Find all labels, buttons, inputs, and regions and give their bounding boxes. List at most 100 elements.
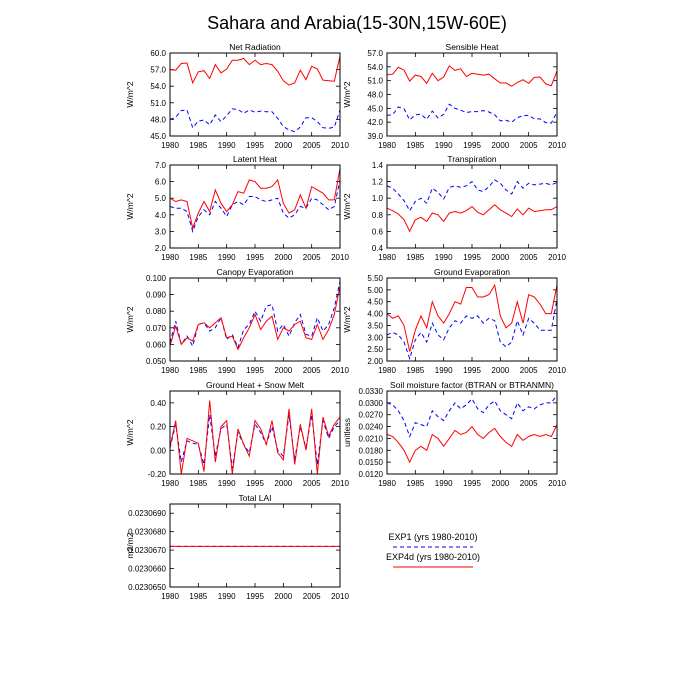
panel-title: Net Radiation [229, 42, 281, 52]
x-tick-label: 1990 [435, 141, 453, 150]
y-tick-label: 54.0 [150, 82, 166, 91]
y-tick-label: 42.0 [367, 118, 383, 127]
x-tick-label: 1980 [161, 479, 179, 488]
y-tick-label: 0.0270 [359, 411, 384, 420]
series-line-exp4d [169, 400, 341, 475]
panel-title: Soil moisture factor (BTRAN or BTRANMN) [390, 380, 554, 390]
y-axis-label: W/m^2 [125, 193, 135, 219]
x-tick-label: 2000 [274, 141, 292, 150]
x-tick-label: 1985 [406, 479, 424, 488]
y-tick-label: 5.50 [367, 274, 383, 283]
y-tick-label: 2.00 [367, 357, 383, 366]
x-tick-label: 2010 [331, 253, 349, 262]
x-tick-label: 1985 [189, 592, 207, 601]
x-tick-label: 1990 [435, 366, 453, 375]
x-tick-label: 2000 [274, 592, 292, 601]
y-tick-label: 0.050 [146, 357, 167, 366]
plot-frame [386, 164, 558, 249]
x-tick-label: 1995 [246, 366, 264, 375]
x-tick-label: 1980 [378, 141, 396, 150]
y-tick-label: 45.0 [367, 104, 383, 113]
panel-1: Net Radiation W/m^2 45.0 48.0 51.0 54.0 57.0 60… [125, 42, 349, 150]
plot-frame [169, 503, 341, 588]
y-tick-label: 51.0 [367, 77, 383, 86]
series-line-exp4d [386, 65, 558, 87]
panel-5: Canopy Evaporation W/m^2 0.050 0.060 0.070 0.… [125, 267, 349, 375]
y-tick-label: 60.0 [150, 49, 166, 58]
series-line-exp1 [386, 103, 558, 124]
y-tick-label: 0.0230680 [128, 528, 166, 537]
y-axis-label: W/m^2 [342, 193, 352, 219]
x-tick-label: 1990 [218, 366, 236, 375]
x-tick-label: 1980 [161, 253, 179, 262]
panel-title: Transpiration [447, 154, 497, 164]
series-line-exp4d [169, 168, 341, 230]
x-tick-label: 2000 [491, 141, 509, 150]
x-tick-label: 2010 [548, 479, 566, 488]
x-tick-label: 1985 [406, 366, 424, 375]
x-tick-label: 1995 [246, 141, 264, 150]
x-tick-label: 1990 [435, 253, 453, 262]
y-tick-label: 3.50 [367, 321, 383, 330]
y-tick-label: 39.0 [367, 132, 383, 141]
x-tick-label: 2010 [331, 479, 349, 488]
y-axis-label: m2/m2 [125, 532, 135, 558]
figure-title: Sahara and Arabia(15-30N,15W-60E) [207, 13, 507, 33]
legend-label-exp1: EXP1 (yrs 1980-2010) [388, 532, 477, 542]
y-tick-label: 0.0300 [359, 399, 384, 408]
series-line-exp1 [386, 299, 558, 361]
x-tick-label: 1990 [218, 141, 236, 150]
x-tick-label: 1995 [246, 253, 264, 262]
y-tick-label: 7.0 [155, 161, 167, 170]
x-tick-label: 1985 [406, 141, 424, 150]
x-tick-label: 2000 [491, 366, 509, 375]
x-tick-label: 1980 [378, 366, 396, 375]
y-tick-label: 0.0230690 [128, 509, 166, 518]
plot-frame [386, 277, 558, 362]
x-tick-label: 1985 [189, 141, 207, 150]
y-tick-label: 0.4 [372, 244, 384, 253]
y-tick-label: 4.50 [367, 298, 383, 307]
y-tick-label: 3.0 [155, 227, 167, 236]
x-tick-label: 2005 [303, 141, 321, 150]
plot-frame [169, 390, 341, 475]
series-line-exp1 [386, 179, 558, 212]
y-tick-label: 0.00 [150, 446, 166, 455]
y-tick-label: 1.4 [372, 161, 384, 170]
series-line-exp4d [386, 424, 558, 464]
x-tick-label: 1990 [218, 253, 236, 262]
series-line-exp1 [169, 179, 341, 233]
y-tick-label: 0.0150 [359, 458, 384, 467]
panel-7: Ground Heat + Snow Melt W/m^2 -0.20 0.00 0.2… [125, 380, 349, 488]
plot-frame [169, 277, 341, 362]
x-tick-label: 1985 [189, 479, 207, 488]
y-tick-label: 0.080 [146, 307, 167, 316]
y-tick-label: 4.00 [367, 310, 383, 319]
x-tick-label: 2005 [520, 366, 538, 375]
y-tick-label: 0.0240 [359, 423, 384, 432]
y-axis-label: W/m^2 [342, 306, 352, 332]
x-tick-label: 2000 [274, 253, 292, 262]
y-tick-label: 0.0120 [359, 470, 384, 479]
panel-8: Soil moisture factor (BTRAN or BTRANMN) u… [342, 380, 566, 488]
x-tick-label: 2005 [303, 366, 321, 375]
y-tick-label: 57.0 [367, 49, 383, 58]
series-line-exp4d [169, 286, 341, 351]
x-tick-label: 2000 [491, 479, 509, 488]
x-tick-label: 2010 [548, 253, 566, 262]
y-tick-label: 5.00 [367, 286, 383, 295]
x-tick-label: 2005 [303, 479, 321, 488]
series-line-exp4d [386, 204, 558, 233]
y-tick-label: -0.20 [148, 470, 167, 479]
x-tick-label: 1995 [463, 366, 481, 375]
series-line-exp1 [386, 394, 558, 438]
x-tick-label: 1980 [378, 479, 396, 488]
x-tick-label: 2005 [303, 253, 321, 262]
y-tick-label: 0.6 [372, 227, 384, 236]
x-tick-label: 2000 [274, 366, 292, 375]
panel-3: Latent Heat W/m^2 2.0 3.0 4.0 5.0 6.0 7.0 1980 19… [125, 154, 349, 262]
y-tick-label: 0.0230660 [128, 565, 166, 574]
plot-frame [386, 390, 558, 475]
y-tick-label: 0.0210 [359, 434, 384, 443]
